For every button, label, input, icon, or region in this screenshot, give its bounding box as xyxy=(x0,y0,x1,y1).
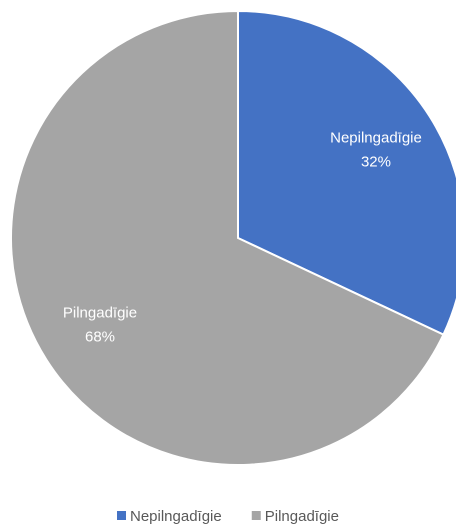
slice-category-label: Nepilngadīgie xyxy=(330,129,422,146)
pie-slice xyxy=(237,9,456,336)
slice-category-label: Pilngadīgie xyxy=(63,305,137,322)
slice-value-label: 32% xyxy=(361,153,391,170)
legend-label: Nepilngadīgie xyxy=(130,508,222,525)
legend-swatch xyxy=(117,511,127,520)
legend-label: Pilngadīgie xyxy=(265,508,339,525)
legend: Nepilngadīgie Pilngadīgie xyxy=(117,508,339,525)
legend-swatch xyxy=(251,511,261,520)
pie-slice xyxy=(10,9,445,466)
slice-value-label: 68% xyxy=(85,329,115,346)
